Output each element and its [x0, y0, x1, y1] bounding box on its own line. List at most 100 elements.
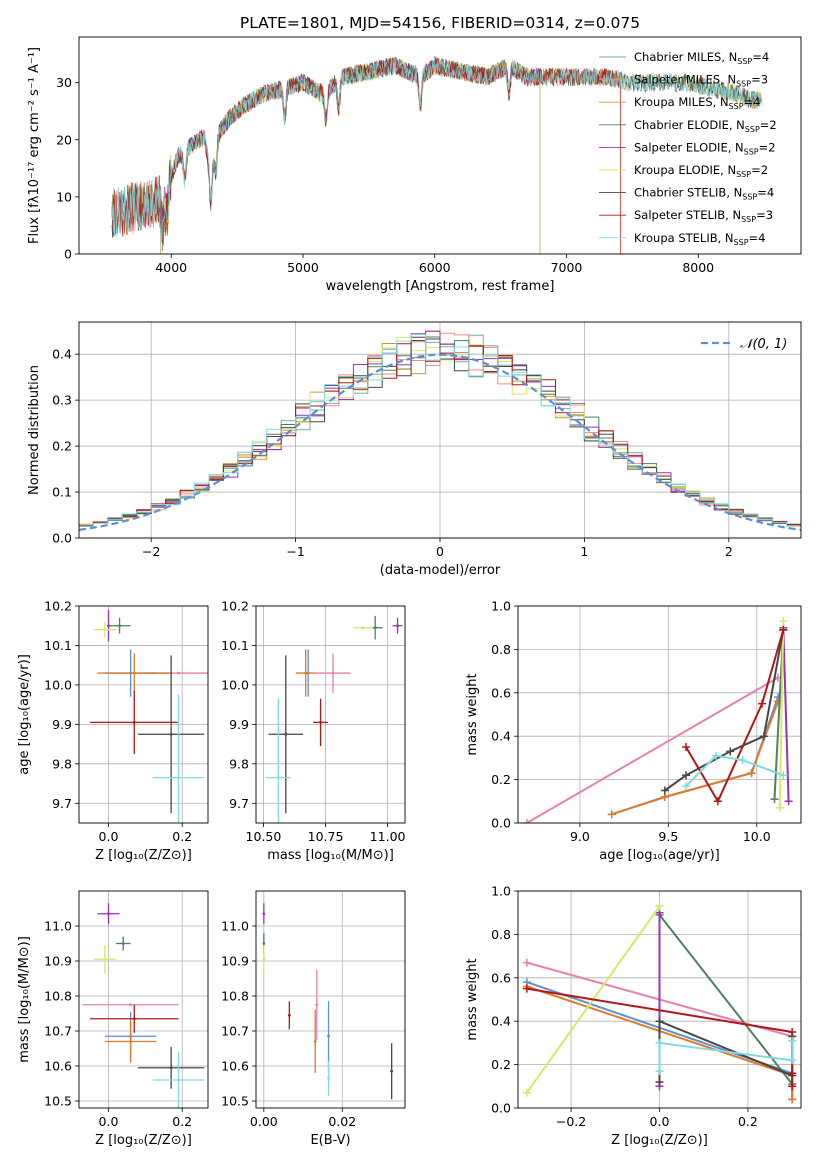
- age-weight-frame: [517, 605, 802, 824]
- z-weight-frame: [517, 890, 802, 1109]
- spectrum-lines: [111, 55, 762, 254]
- mass-age-ytick-label: 10.2: [221, 599, 249, 614]
- age-weight-ytick-label: 1.0: [491, 599, 511, 614]
- residuals-xtick-label: 1: [580, 544, 588, 559]
- data-point: [331, 671, 335, 675]
- mass-age-xtick-label: 11.00: [370, 829, 406, 844]
- age-weight-xtick-label: 9.0: [570, 829, 590, 844]
- ebv-mass-ytick-label: 10.6: [221, 1059, 249, 1074]
- weight-marker: [779, 771, 788, 780]
- z-age-ytick-label: 9.8: [52, 756, 72, 771]
- residual-hists: [79, 330, 801, 531]
- ebv-mass-points: [262, 903, 394, 1100]
- spectrum-frame: [78, 36, 802, 255]
- weight-marker: [775, 803, 784, 812]
- mass-age-xtick-label: 10.50: [246, 829, 282, 844]
- legend-entry: Chabrier ELODIE, NSSP=2: [634, 118, 777, 134]
- legend-entry: Chabrier MILES, NSSP=4: [634, 50, 769, 66]
- ebv-mass-ytick-label: 10.7: [221, 1024, 249, 1039]
- weight-marker: [788, 1069, 797, 1078]
- normal-curve: [79, 353, 801, 531]
- figure-title: PLATE=1801, MJD=54156, FIBERID=0314, z=0…: [240, 14, 640, 32]
- data-point: [107, 912, 110, 916]
- z-mass-ytick-label: 10.5: [44, 1094, 72, 1109]
- mass-age-ytick-label: 9.7: [229, 796, 249, 811]
- mass-age-frame: [255, 605, 406, 824]
- data-point: [313, 1040, 317, 1043]
- z-weight-xtick-label: −0.2: [556, 1114, 586, 1129]
- z-mass-ytick-label: 10.9: [44, 954, 72, 969]
- age-weight-lines: [522, 617, 793, 823]
- weight-marker: [655, 1077, 664, 1086]
- spectrum-ytick-label: 20: [56, 132, 72, 147]
- ebv-mass-ytick-label: 10.5: [221, 1094, 249, 1109]
- age-weight-ytick-label: 0.6: [491, 685, 511, 700]
- spectrum-xtick-label: 6000: [419, 260, 451, 275]
- data-point: [262, 942, 266, 945]
- legend-entry: Kroupa ELODIE, NSSP=2: [634, 163, 768, 179]
- residuals-xtick-label: 2: [725, 544, 733, 559]
- residuals-xlabel: (data-model)/error: [380, 563, 501, 578]
- weight-marker: [788, 1095, 797, 1104]
- z-mass-ytick-label: 10.7: [44, 1024, 72, 1039]
- spectrum-xtick-label: 4000: [155, 260, 187, 275]
- z-mass-frame: [78, 890, 209, 1109]
- spectrum-xlabel: wavelength [Angstrom, rest frame]: [326, 279, 555, 294]
- residuals-ylabel: Normed distribution: [27, 365, 42, 495]
- mass-age-points: [265, 615, 403, 823]
- data-point: [262, 957, 266, 961]
- residuals-ytick-label: 0.4: [52, 347, 72, 362]
- weight-marker: [759, 732, 768, 741]
- weight-marker: [522, 984, 531, 993]
- legend-entry: Kroupa MILES, NSSP=4: [634, 95, 760, 111]
- weight-line: [526, 676, 779, 823]
- weight-line: [658, 914, 793, 1085]
- ebv-mass-ytick-label: 10.9: [221, 954, 249, 969]
- weight-line: [658, 1040, 794, 1072]
- residuals-ytick-label: 0.2: [52, 439, 72, 454]
- z-age-frame: [78, 605, 209, 824]
- spectrum-ytick-label: 30: [56, 75, 72, 90]
- weight-line: [611, 696, 779, 816]
- z-weight-ytick-label: 0.6: [491, 970, 511, 985]
- weight-marker: [779, 617, 788, 626]
- mass-age-ytick-label: 10.1: [221, 638, 249, 653]
- z-age-ytick-label: 9.9: [52, 717, 72, 732]
- z-weight-ytick-label: 0.4: [491, 1014, 511, 1029]
- data-point: [390, 1069, 394, 1073]
- weight-marker: [713, 797, 722, 806]
- ebv-mass-ytick-label: 10.8: [221, 989, 249, 1004]
- residuals-xtick-label: 0: [436, 544, 444, 559]
- ebv-mass-frame: [255, 890, 406, 1109]
- z-age-ytick-label: 10.0: [44, 677, 72, 692]
- z-weight-ylabel: mass weight: [465, 958, 480, 1040]
- weight-marker: [779, 625, 788, 634]
- weight-marker: [726, 747, 735, 756]
- weight-marker: [788, 1028, 797, 1037]
- z-mass-points: [82, 903, 205, 1108]
- weight-marker: [682, 782, 691, 791]
- z-mass-ytick-label: 11.0: [44, 919, 72, 934]
- data-point: [169, 732, 173, 736]
- weight-marker: [758, 699, 767, 708]
- legend-entry: Chabrier STELIB, NSSP=4: [634, 186, 774, 202]
- mass-age-xtick-label: 10.75: [308, 829, 344, 844]
- data-point: [319, 720, 322, 724]
- z-age-xtick-label: 0.0: [99, 829, 119, 844]
- age-weight-ylabel: mass weight: [465, 673, 480, 755]
- z-weight-ytick-label: 1.0: [491, 884, 511, 899]
- residuals-frame: [78, 321, 802, 539]
- weight-marker: [660, 786, 669, 795]
- weight-marker: [682, 771, 691, 780]
- age-weight-ytick-label: 0.0: [491, 816, 511, 831]
- age-weight-xtick-label: 10.0: [743, 829, 771, 844]
- weight-marker: [522, 1088, 531, 1097]
- z-mass-ytick-label: 10.8: [44, 989, 72, 1004]
- z-mass-ylabel: mass [log₁₀(M/M⊙)]: [17, 936, 32, 1063]
- spectrum-xtick-label: 5000: [287, 260, 319, 275]
- weight-marker: [682, 743, 691, 752]
- weight-marker: [738, 756, 747, 765]
- residuals-ytick-label: 0.3: [52, 393, 72, 408]
- z-mass-xtick-label: 0.0: [99, 1114, 119, 1129]
